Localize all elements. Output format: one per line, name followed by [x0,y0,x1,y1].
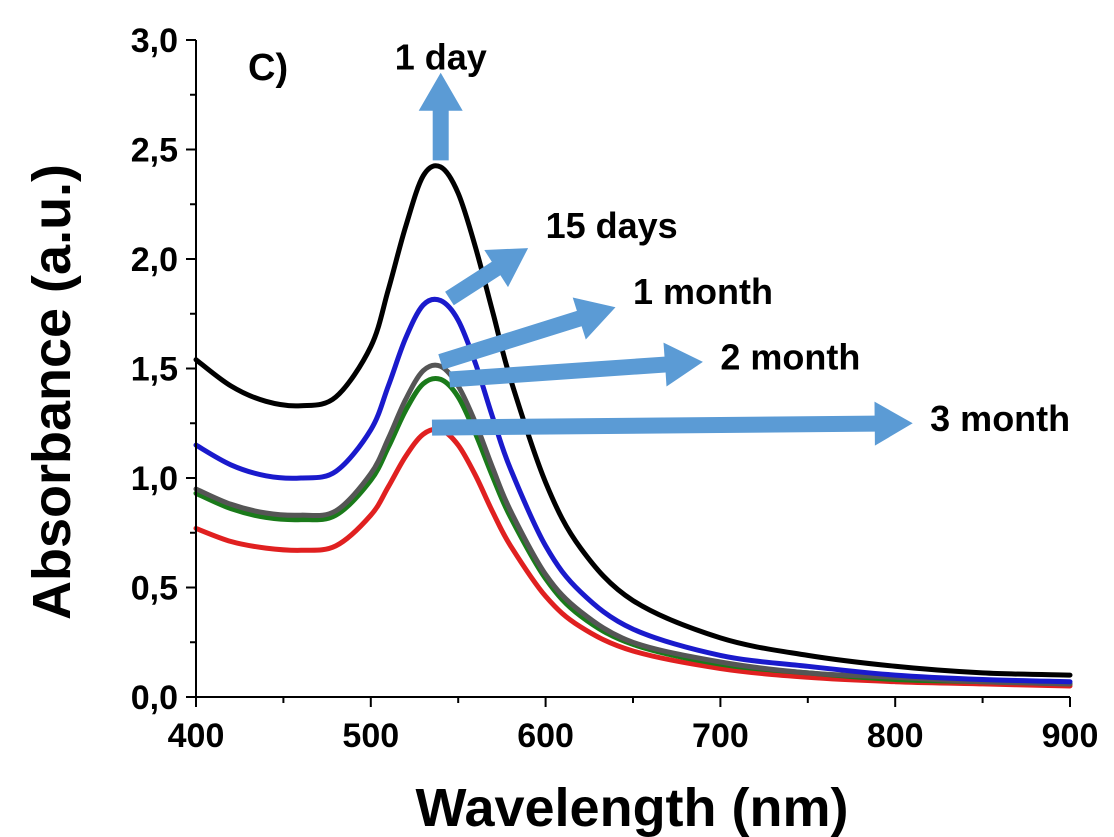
y-tick-label: 1,0 [131,460,178,498]
y-tick-label: 2,5 [131,132,178,170]
x-tick-label: 800 [867,717,924,755]
y-tick-label: 0,0 [131,679,178,717]
annotation-label-3-month: 3 month [930,398,1070,439]
y-axis-title: Absorbance (a.u.) [22,164,82,620]
y-tick-label: 1,5 [131,351,178,389]
annotation-label-1-month: 1 month [633,271,773,312]
x-axis-title: Wavelength (nm) [415,778,848,837]
panel-label: C) [248,47,288,89]
annotation-label-2-month: 2 month [720,337,860,378]
annotation-arrow-3-month [432,402,913,446]
x-tick-label: 600 [517,717,574,755]
series-line-3-month [196,429,1070,686]
x-tick-label: 900 [1042,717,1099,755]
x-tick-label: 700 [692,717,749,755]
x-tick-label: 400 [168,717,225,755]
annotation-arrows [419,73,913,446]
annotation-arrow-1-day [419,73,463,161]
annotation-label-15-days: 15 days [546,205,678,246]
y-tick-label: 2,0 [131,241,178,279]
annotation-label-1-day: 1 day [395,37,487,78]
y-tick-label: 3,0 [131,22,178,60]
series-line-15-days [196,299,1070,681]
x-tick-label: 500 [342,717,399,755]
y-tick-label: 0,5 [131,570,178,608]
